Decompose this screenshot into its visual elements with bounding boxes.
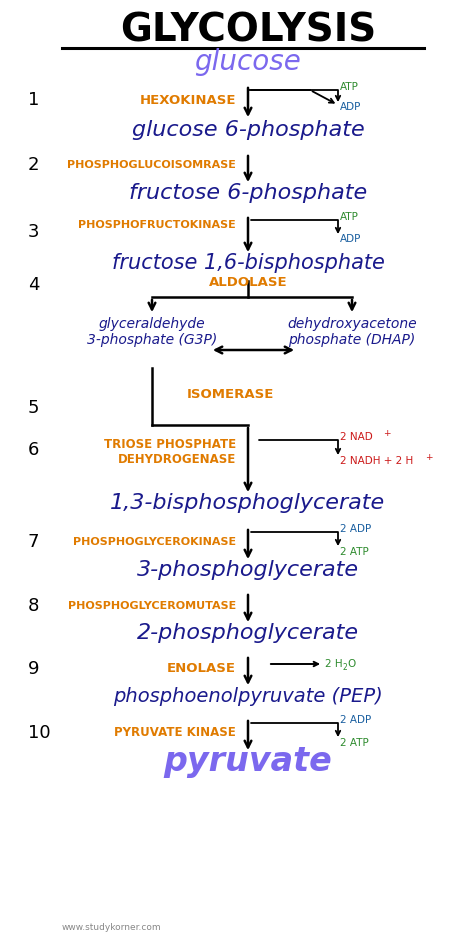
Text: phosphoenolpyruvate (PEP): phosphoenolpyruvate (PEP) [113, 686, 383, 706]
Text: 3-phosphoglycerate: 3-phosphoglycerate [137, 560, 359, 580]
Text: 2: 2 [343, 664, 348, 672]
Text: 1: 1 [28, 91, 39, 109]
Text: 9: 9 [28, 660, 39, 678]
Text: 2: 2 [28, 156, 39, 174]
Text: pyruvate: pyruvate [164, 745, 332, 779]
Text: PHOSPHOGLYCEROKINASE: PHOSPHOGLYCEROKINASE [73, 537, 236, 547]
Text: fructose 1,6-bisphosphate: fructose 1,6-bisphosphate [111, 253, 384, 273]
Text: 2 ADP: 2 ADP [340, 524, 371, 534]
Text: ISOMERASE: ISOMERASE [186, 389, 273, 401]
Text: +: + [425, 453, 432, 462]
Text: 5: 5 [28, 399, 39, 417]
Text: ADP: ADP [340, 234, 361, 244]
Text: 2 ATP: 2 ATP [340, 738, 369, 748]
Text: 1,3-bisphosphoglycerate: 1,3-bisphosphoglycerate [110, 493, 386, 513]
Text: ATP: ATP [340, 212, 359, 222]
Text: PYRUVATE KINASE: PYRUVATE KINASE [114, 726, 236, 740]
Text: ALDOLASE: ALDOLASE [209, 276, 287, 289]
Text: ATP: ATP [340, 82, 359, 92]
Text: 2 ADP: 2 ADP [340, 715, 371, 725]
Text: PHOSPHOGLYCEROMUTASE: PHOSPHOGLYCEROMUTASE [68, 601, 236, 611]
Text: 2 NAD: 2 NAD [340, 432, 373, 442]
Text: 3: 3 [28, 223, 39, 241]
Text: PHOSPHOFRUCTOKINASE: PHOSPHOFRUCTOKINASE [78, 220, 236, 230]
Text: 4: 4 [28, 276, 39, 294]
Text: glucose: glucose [194, 48, 301, 76]
Text: www.studykorner.com: www.studykorner.com [62, 924, 162, 932]
Text: 7: 7 [28, 533, 39, 551]
Text: +: + [383, 428, 391, 438]
Text: 8: 8 [28, 597, 39, 615]
Text: glucose 6-phosphate: glucose 6-phosphate [132, 120, 365, 140]
Text: ADP: ADP [340, 102, 361, 112]
Text: TRIOSE PHOSPHATE
DEHYDROGENASE: TRIOSE PHOSPHATE DEHYDROGENASE [104, 438, 236, 466]
Text: GLYCOLYSIS: GLYCOLYSIS [120, 11, 376, 49]
Text: 2 ATP: 2 ATP [340, 547, 369, 557]
Text: 10: 10 [28, 724, 51, 742]
Text: fructose 6-phosphate: fructose 6-phosphate [129, 183, 367, 203]
Text: 2-phosphoglycerate: 2-phosphoglycerate [137, 623, 359, 643]
Text: 2 NADH + 2 H: 2 NADH + 2 H [340, 456, 413, 466]
Text: glyceraldehyde
3-phosphate (G3P): glyceraldehyde 3-phosphate (G3P) [87, 317, 217, 347]
Text: 2 H: 2 H [325, 659, 343, 669]
Text: HEXOKINASE: HEXOKINASE [139, 94, 236, 107]
Text: dehydroxyacetone
phosphate (DHAP): dehydroxyacetone phosphate (DHAP) [287, 317, 417, 347]
Text: 6: 6 [28, 441, 39, 459]
Text: O: O [347, 659, 355, 669]
Text: PHOSPHOGLUCOISOMRASE: PHOSPHOGLUCOISOMRASE [67, 160, 236, 170]
Text: ENOLASE: ENOLASE [167, 663, 236, 675]
